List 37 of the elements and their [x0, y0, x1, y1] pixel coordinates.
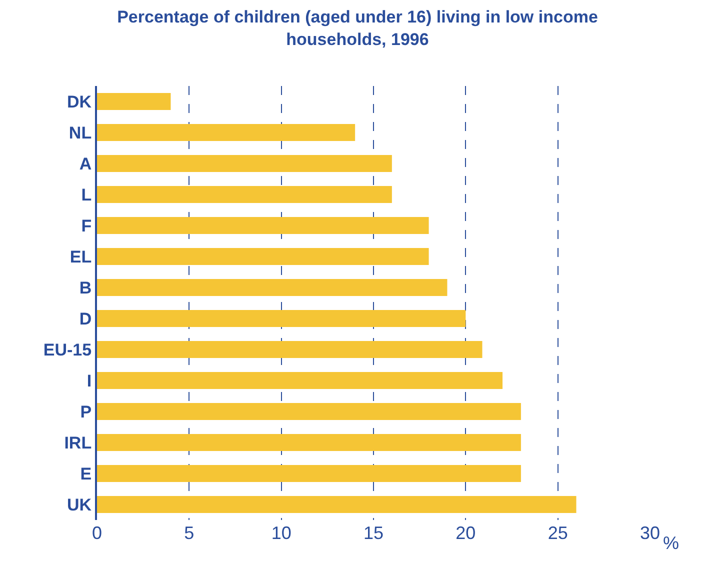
y-tick-label: NL [68, 123, 92, 142]
y-tick-label: I [86, 371, 92, 390]
x-axis-title: % [663, 533, 680, 553]
bar [97, 154, 392, 172]
x-tick-label: 0 [92, 523, 102, 543]
y-tick-label: B [79, 278, 92, 298]
y-tick-label: IRL [64, 433, 92, 452]
bar [97, 402, 521, 420]
bar [97, 216, 429, 234]
y-tick-label: UK [67, 495, 92, 514]
bar [97, 124, 356, 142]
y-tick-label: P [80, 402, 92, 422]
y-tick-label: D [79, 309, 92, 328]
y-tick-label: EL [70, 247, 92, 266]
bar [97, 186, 392, 204]
bar [97, 372, 503, 390]
y-tick-label: L [81, 185, 92, 204]
x-tick-label: 25 [548, 523, 568, 543]
y-tick-label: DK [67, 92, 92, 112]
bar [97, 496, 576, 514]
x-tick-label: 5 [184, 523, 194, 543]
bar [97, 278, 448, 296]
bar [97, 340, 482, 358]
y-tick-label: EU-15 [43, 340, 92, 360]
bar [97, 434, 521, 452]
y-tick-label: F [81, 216, 92, 236]
y-tick-label: E [80, 464, 92, 484]
bar [97, 310, 466, 328]
y-tick-label: A [79, 154, 92, 174]
x-tick-label: 15 [363, 523, 384, 543]
bar [97, 248, 429, 266]
bar [97, 92, 171, 110]
x-tick-label: 20 [456, 523, 476, 543]
bar [97, 464, 521, 482]
x-tick-label: 30 [640, 523, 660, 543]
chart-title: Percentage of children (aged under 16) living in low income households, 1996 [117, 8, 598, 49]
x-tick-label: 10 [271, 523, 292, 543]
